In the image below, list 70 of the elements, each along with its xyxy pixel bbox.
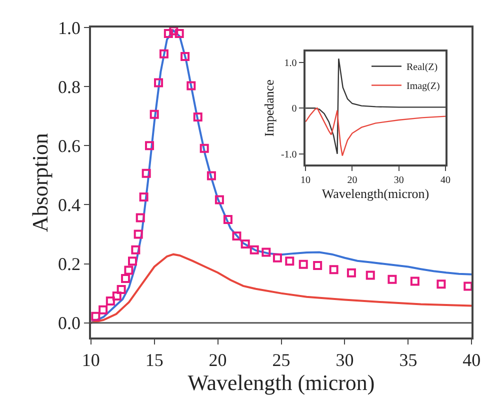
x-axis-title: Wavelength (micron) [188, 370, 375, 395]
point [98, 305, 108, 314]
point [134, 230, 143, 239]
point [223, 214, 232, 224]
y-tick-label: 0.2 [58, 254, 81, 274]
point [410, 276, 420, 286]
y-tick-label: 0.0 [58, 313, 81, 334]
point [232, 232, 242, 241]
point [313, 261, 322, 270]
legend-label: Imag(Z) [406, 81, 440, 92]
point [159, 49, 168, 58]
point [154, 78, 164, 88]
point [112, 291, 122, 300]
point [164, 28, 173, 38]
point [145, 141, 154, 150]
point [150, 110, 159, 119]
x-tick-label: 10 [300, 175, 311, 186]
x-tick-label: 30 [336, 350, 354, 370]
point [121, 274, 130, 284]
point [206, 171, 216, 180]
point [180, 52, 190, 61]
x-tick-label: 15 [145, 350, 164, 370]
point [262, 248, 271, 257]
point [366, 270, 375, 280]
y-tick-label: 1.0 [58, 18, 81, 38]
point [240, 239, 250, 248]
point [174, 28, 184, 38]
point [285, 256, 294, 266]
point [464, 282, 472, 291]
point [436, 280, 446, 289]
x-tick-label: 20 [208, 350, 227, 370]
point [136, 213, 145, 222]
point [329, 265, 338, 274]
x-tick-label: 30 [394, 175, 404, 186]
point [128, 256, 137, 266]
point [193, 112, 202, 122]
y-tick-label: 0.8 [58, 76, 81, 97]
y-tick-label: 0.4 [58, 195, 81, 216]
point [131, 245, 140, 254]
y-axis-title: Absorption [27, 133, 52, 232]
point [298, 260, 308, 269]
point [200, 144, 209, 153]
x-axis-title: Wavelength(micron) [322, 186, 430, 202]
line-series [306, 107, 446, 156]
line-series [306, 58, 446, 154]
point [91, 312, 100, 321]
point [346, 268, 356, 278]
x-tick-label: 10 [82, 350, 100, 370]
point [250, 245, 259, 254]
y-axis-title: Impedance [261, 79, 276, 137]
y-tick-label: 1.0 [284, 58, 297, 69]
point [388, 274, 397, 284]
x-tick-label: 20 [347, 175, 358, 186]
point [124, 266, 134, 275]
line-series [90, 253, 472, 324]
point [116, 284, 126, 294]
y-tick-label: 0 [292, 104, 297, 115]
point [214, 195, 224, 204]
legend-label: Real(Z) [406, 62, 438, 74]
point [186, 81, 196, 90]
point [272, 253, 282, 262]
x-tick-label: 40 [440, 175, 450, 186]
point [139, 192, 148, 202]
y-tick-label: 0.6 [58, 136, 81, 156]
x-tick-label: 25 [272, 350, 290, 370]
x-tick-label: 35 [399, 350, 418, 370]
point [106, 296, 115, 306]
x-tick-label: 40 [462, 350, 481, 370]
point [142, 168, 151, 178]
y-tick-label: -1.0 [280, 149, 297, 160]
